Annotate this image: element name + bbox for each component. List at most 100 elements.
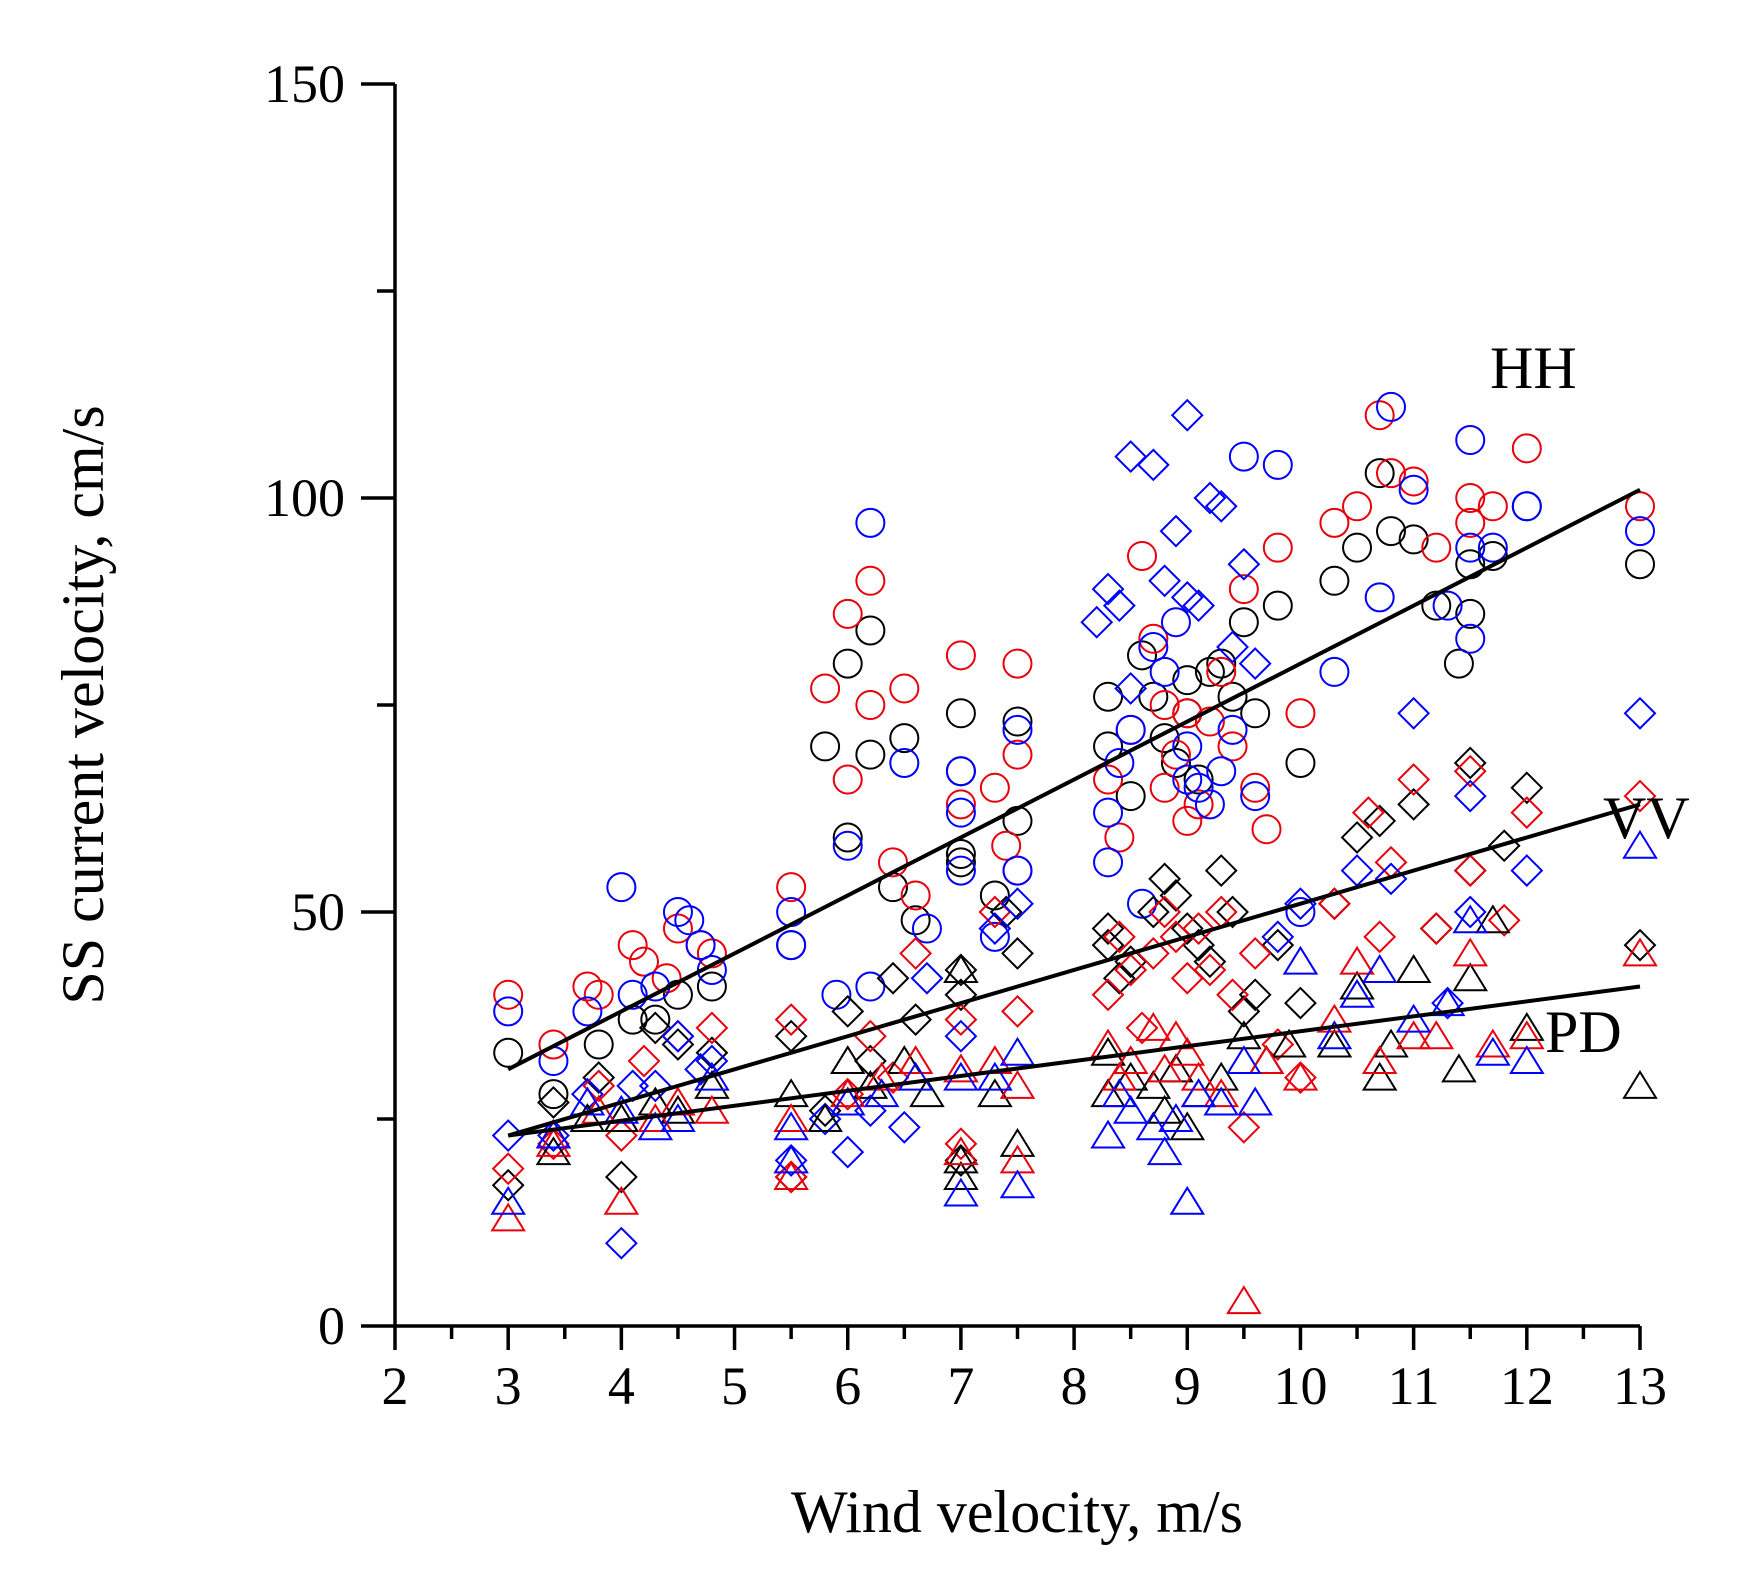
data-point-circle	[640, 1004, 671, 1035]
data-point-circle	[945, 789, 976, 820]
data-point-circle	[776, 872, 807, 903]
data-point-triangle	[569, 1103, 606, 1132]
data-point-circle	[1443, 648, 1474, 679]
marker-layer	[490, 391, 1658, 1315]
data-point-diamond	[1510, 854, 1544, 888]
data-point-diamond	[831, 994, 865, 1028]
data-point-diamond	[1216, 895, 1249, 929]
data-point-triangle	[660, 1103, 696, 1132]
fit-line-vv	[507, 802, 1641, 1138]
data-point-diamond	[774, 1160, 808, 1194]
data-point-diamond	[1363, 804, 1397, 838]
data-point-diamond	[1340, 854, 1374, 888]
data-point-circle	[1228, 441, 1259, 472]
data-point-circle	[945, 855, 976, 886]
data-point-diamond	[1182, 589, 1216, 623]
data-point-circle	[855, 971, 886, 1002]
data-point-triangle	[1180, 1078, 1217, 1108]
data-point-triangle	[603, 1094, 640, 1124]
axes	[393, 84, 1640, 1328]
data-point-circle	[1002, 714, 1033, 745]
data-point-diamond	[887, 1110, 921, 1144]
data-point-triangle	[863, 1061, 900, 1091]
data-point-circle	[1364, 400, 1395, 431]
data-point-triangle	[1361, 1061, 1398, 1091]
data-point-triangle	[1339, 945, 1375, 975]
data-point-diamond	[1453, 779, 1487, 813]
data-point-diamond	[1510, 771, 1544, 805]
data-point-circle	[1149, 772, 1180, 803]
data-point-diamond	[1102, 589, 1136, 623]
data-point-circle	[979, 772, 1010, 803]
data-point-diamond	[944, 978, 978, 1012]
data-point-circle	[855, 565, 886, 596]
data-point-circle	[1002, 739, 1033, 770]
y-tick-label: 100	[264, 468, 345, 528]
data-point-diamond	[491, 1168, 525, 1202]
y-tick-label: 150	[264, 54, 345, 114]
data-point-triangle	[1622, 829, 1658, 859]
data-point-triangle	[603, 1185, 640, 1215]
data-point-circle	[493, 979, 524, 1010]
data-point-circle	[1172, 665, 1203, 696]
data-point-diamond	[1284, 1061, 1317, 1095]
data-point-circle	[1625, 516, 1655, 547]
series-label-hh: HH	[1490, 335, 1577, 401]
data-point-circle	[855, 507, 886, 538]
data-point-circle	[1285, 698, 1316, 729]
data-point-triangle	[1339, 970, 1375, 1000]
data-point-diamond	[1091, 572, 1125, 606]
data-point-diamond	[944, 953, 978, 987]
x-axis-title: Wind velocity, m/s	[791, 1479, 1243, 1545]
data-point-triangle	[1180, 1061, 1217, 1091]
data-point-circle	[1093, 681, 1124, 712]
data-point-diamond	[1102, 961, 1136, 995]
data-point-triangle	[1146, 1094, 1183, 1124]
data-point-circle	[1149, 690, 1180, 720]
data-point-circle	[1138, 681, 1169, 712]
data-point-diamond	[582, 1061, 616, 1095]
data-point-circle	[911, 913, 942, 944]
data-point-diamond	[1136, 895, 1170, 929]
data-point-circle	[1206, 756, 1237, 787]
data-point-diamond	[774, 1019, 808, 1053]
data-point-diamond	[627, 1044, 661, 1078]
data-point-circle	[1240, 781, 1271, 812]
x-tick-label: 4	[608, 1356, 635, 1416]
data-point-diamond	[1114, 440, 1148, 474]
data-point-circle	[1432, 590, 1463, 621]
data-point-diamond	[944, 1019, 978, 1053]
data-point-triangle	[1226, 1045, 1262, 1075]
data-point-triangle	[1429, 987, 1466, 1017]
data-point-diamond	[1363, 920, 1397, 954]
x-tick-label: 7	[947, 1356, 974, 1416]
data-point-circle	[1398, 466, 1429, 497]
data-point-diamond	[1453, 754, 1487, 788]
data-point-circle	[1455, 425, 1486, 456]
data-point-triangle	[660, 1094, 696, 1124]
data-point-diamond	[1102, 920, 1136, 954]
data-point-circle	[810, 731, 841, 762]
data-point-diamond	[638, 1069, 672, 1103]
data-point-circle	[945, 847, 976, 878]
data-point-circle	[832, 830, 863, 861]
data-point-circle	[1228, 574, 1259, 605]
tick-layer: 2 3 4 5 6 7 8 9 10 11 12 13 0 50 100 150	[264, 54, 1667, 1416]
data-point-circle	[889, 747, 920, 778]
data-point-circle	[945, 640, 976, 671]
data-point-triangle	[1373, 1028, 1409, 1058]
data-point-diamond	[1159, 879, 1193, 912]
series-label-vv: VV	[1603, 785, 1690, 851]
data-point-diamond	[661, 1019, 695, 1053]
x-tick-label: 2	[382, 1356, 409, 1416]
data-point-diamond	[831, 1135, 865, 1169]
data-point-diamond	[491, 1152, 525, 1186]
data-point-circle	[1262, 590, 1293, 621]
data-point-diamond	[570, 1077, 604, 1111]
data-point-triangle	[886, 1045, 923, 1075]
data-point-circle	[1127, 640, 1157, 671]
data-point-diamond	[944, 1127, 978, 1161]
data-point-triangle	[1248, 1045, 1285, 1075]
data-point-triangle	[863, 1078, 900, 1108]
data-point-diamond	[1238, 978, 1272, 1012]
